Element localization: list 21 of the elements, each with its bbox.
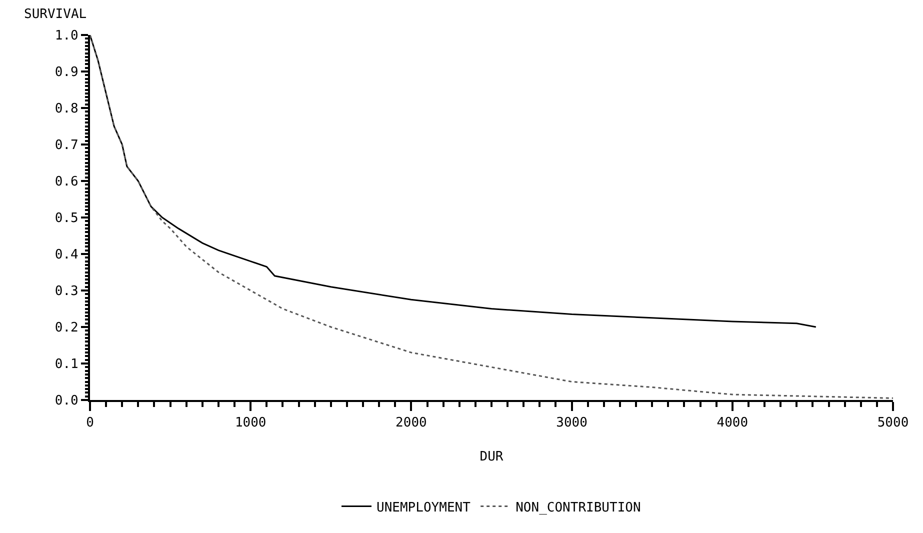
x-tick-label: 3000 <box>556 416 588 431</box>
y-tick-label: 0.4 <box>54 248 79 263</box>
legend-label: UNEMPLOYMENT <box>376 500 471 516</box>
legend-label: NON_CONTRIBUTION <box>516 500 641 516</box>
y-tick-label: 0.0 <box>54 394 78 409</box>
x-tick-label: 2000 <box>396 416 427 431</box>
x-tick-label: 5000 <box>877 416 909 431</box>
x-tick-label: 1000 <box>234 416 266 431</box>
y-tick-label: 0.5 <box>54 211 78 226</box>
y-tick-label: 0.3 <box>54 284 78 300</box>
y-axis-title: SURVIVAL <box>24 7 87 22</box>
y-tick-label: 0.8 <box>54 102 78 117</box>
y-tick-label: 0.2 <box>54 320 78 336</box>
x-tick-label: 4000 <box>716 416 748 431</box>
x-axis-title: DUR <box>480 450 504 465</box>
y-tick-label: 0.9 <box>54 65 78 80</box>
x-tick-label: 0 <box>86 416 94 431</box>
y-tick-label: 0.6 <box>54 174 78 190</box>
y-tick-label: 0.1 <box>54 357 78 372</box>
y-tick-label: 1.0 <box>54 28 78 44</box>
y-tick-label: 0.7 <box>54 138 78 154</box>
